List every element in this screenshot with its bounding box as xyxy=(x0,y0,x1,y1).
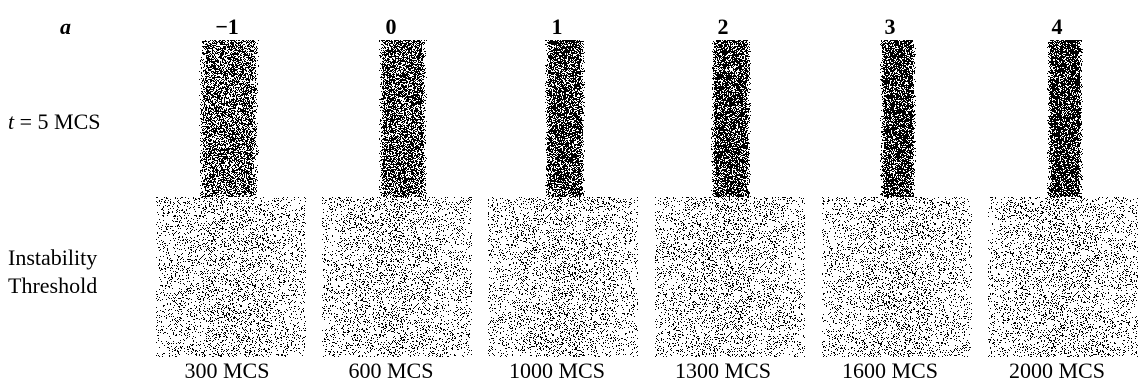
threshold-time-a-2: 1300 MCS xyxy=(675,358,771,383)
row-label-line-2: Threshold xyxy=(8,272,98,298)
threshold-panel-a-minus-1 xyxy=(156,197,306,357)
threshold-panel-a-0 xyxy=(322,197,472,357)
threshold-time-a-0: 600 MCS xyxy=(348,358,434,383)
row-label-instability-threshold: Instability Threshold xyxy=(8,244,97,299)
threshold-time-a-4: 2000 MCS xyxy=(1009,358,1105,383)
threshold-time-a-3: 1600 MCS xyxy=(842,358,938,383)
threshold-panel-a-2 xyxy=(655,197,805,357)
row-label-initial-time: t = 5 MCS xyxy=(8,108,101,136)
column-header-a-minus-1: −1 xyxy=(215,14,239,39)
threshold-time-a-minus-1: 300 MCS xyxy=(184,358,270,383)
initial-stripe-panel-a-2 xyxy=(711,40,751,197)
threshold-panel-a-4 xyxy=(988,197,1138,357)
column-header-a-1: 1 xyxy=(551,14,563,39)
threshold-panel-a-1 xyxy=(488,197,638,357)
initial-stripe-panel-a-0 xyxy=(379,40,427,197)
parameter-a-label: a xyxy=(60,14,71,39)
column-header-a-2: 2 xyxy=(717,14,729,39)
initial-stripe-panel-a-3 xyxy=(880,40,916,197)
column-header-a-4: 4 xyxy=(1051,14,1063,39)
threshold-time-a-1: 1000 MCS xyxy=(509,358,605,383)
column-header-a-0: 0 xyxy=(385,14,397,39)
time-value: = 5 MCS xyxy=(14,109,101,134)
column-header-a-3: 3 xyxy=(884,14,896,39)
initial-stripe-panel-a-4 xyxy=(1047,40,1083,197)
threshold-panel-a-3 xyxy=(822,197,972,357)
initial-stripe-panel-a-1 xyxy=(545,40,585,197)
time-variable: t xyxy=(8,109,15,134)
initial-stripe-panel-a-minus-1 xyxy=(199,40,259,197)
row-label-line-1: Instability xyxy=(8,245,98,270)
